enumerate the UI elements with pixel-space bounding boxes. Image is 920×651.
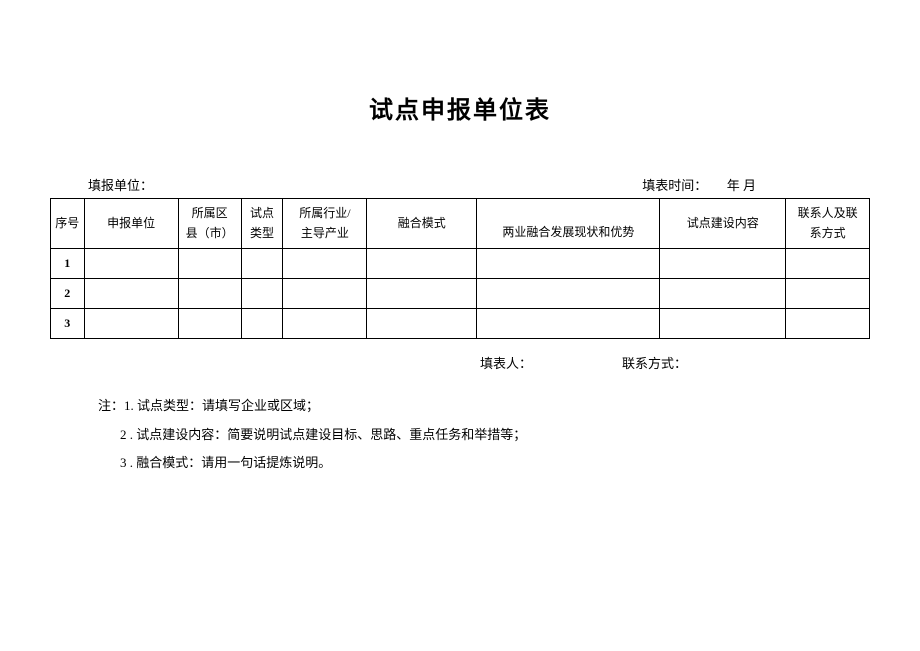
cell-content	[660, 279, 786, 309]
cell-industry	[283, 279, 367, 309]
form-date-label: 填表时间：	[642, 178, 707, 193]
application-table: 序号 申报单位 所属区县（市） 试点类型 所属行业/主导产业 融合模式 两业融合…	[50, 198, 870, 339]
col-header-seq: 序号	[51, 199, 85, 249]
cell-status	[477, 309, 660, 339]
cell-type	[241, 309, 283, 339]
reporting-unit-label: 填报单位：	[88, 175, 153, 194]
cell-contact	[786, 249, 870, 279]
cell-industry	[283, 309, 367, 339]
cell-mode	[367, 279, 477, 309]
cell-seq: 2	[51, 279, 85, 309]
contact-label: 联系方式：	[622, 353, 687, 372]
table-body: 1 2 3	[51, 249, 870, 339]
cell-contact	[786, 279, 870, 309]
form-date-value: 年 月	[727, 178, 756, 193]
cell-unit	[84, 249, 178, 279]
cell-type	[241, 279, 283, 309]
col-header-unit: 申报单位	[84, 199, 178, 249]
col-header-mode: 融合模式	[367, 199, 477, 249]
notes-line-3: 3 . 融合模式：请用一句话提炼说明。	[98, 449, 870, 478]
cell-district	[178, 309, 241, 339]
cell-status	[477, 249, 660, 279]
table-row: 2	[51, 279, 870, 309]
cell-unit	[84, 309, 178, 339]
table-row: 3	[51, 309, 870, 339]
page-title: 试点申报单位表	[50, 90, 870, 125]
cell-seq: 3	[51, 309, 85, 339]
cell-contact	[786, 309, 870, 339]
cell-mode	[367, 309, 477, 339]
notes-item-1: 1. 试点类型：请填写企业或区域；	[124, 398, 319, 413]
cell-district	[178, 279, 241, 309]
cell-industry	[283, 249, 367, 279]
form-date: 填表时间： 年 月	[642, 175, 866, 194]
cell-type	[241, 249, 283, 279]
cell-content	[660, 249, 786, 279]
notes-line-1: 注：1. 试点类型：请填写企业或区域；	[98, 392, 870, 421]
col-header-contact: 联系人及联系方式	[786, 199, 870, 249]
col-header-content: 试点建设内容	[660, 199, 786, 249]
col-header-type: 试点类型	[241, 199, 283, 249]
form-footer-row: 填表人： 联系方式：	[50, 353, 870, 372]
col-header-district: 所属区县（市）	[178, 199, 241, 249]
notes-section: 注：1. 试点类型：请填写企业或区域； 2 . 试点建设内容：简要说明试点建设目…	[50, 392, 870, 478]
table-row: 1	[51, 249, 870, 279]
form-header-row: 填报单位： 填表时间： 年 月	[50, 175, 870, 194]
notes-line-2: 2 . 试点建设内容：简要说明试点建设目标、思路、重点任务和举措等；	[98, 421, 870, 450]
cell-seq: 1	[51, 249, 85, 279]
col-header-status: 两业融合发展现状和优势	[477, 199, 660, 249]
cell-mode	[367, 249, 477, 279]
cell-unit	[84, 279, 178, 309]
page-container: 试点申报单位表 填报单位： 填表时间： 年 月 序号 申报单位 所属区县（市） …	[0, 0, 920, 478]
cell-content	[660, 309, 786, 339]
cell-status	[477, 279, 660, 309]
notes-prefix: 注：	[98, 398, 124, 413]
filler-label: 填表人：	[480, 353, 532, 372]
cell-district	[178, 249, 241, 279]
table-header-row: 序号 申报单位 所属区县（市） 试点类型 所属行业/主导产业 融合模式 两业融合…	[51, 199, 870, 249]
col-header-industry: 所属行业/主导产业	[283, 199, 367, 249]
